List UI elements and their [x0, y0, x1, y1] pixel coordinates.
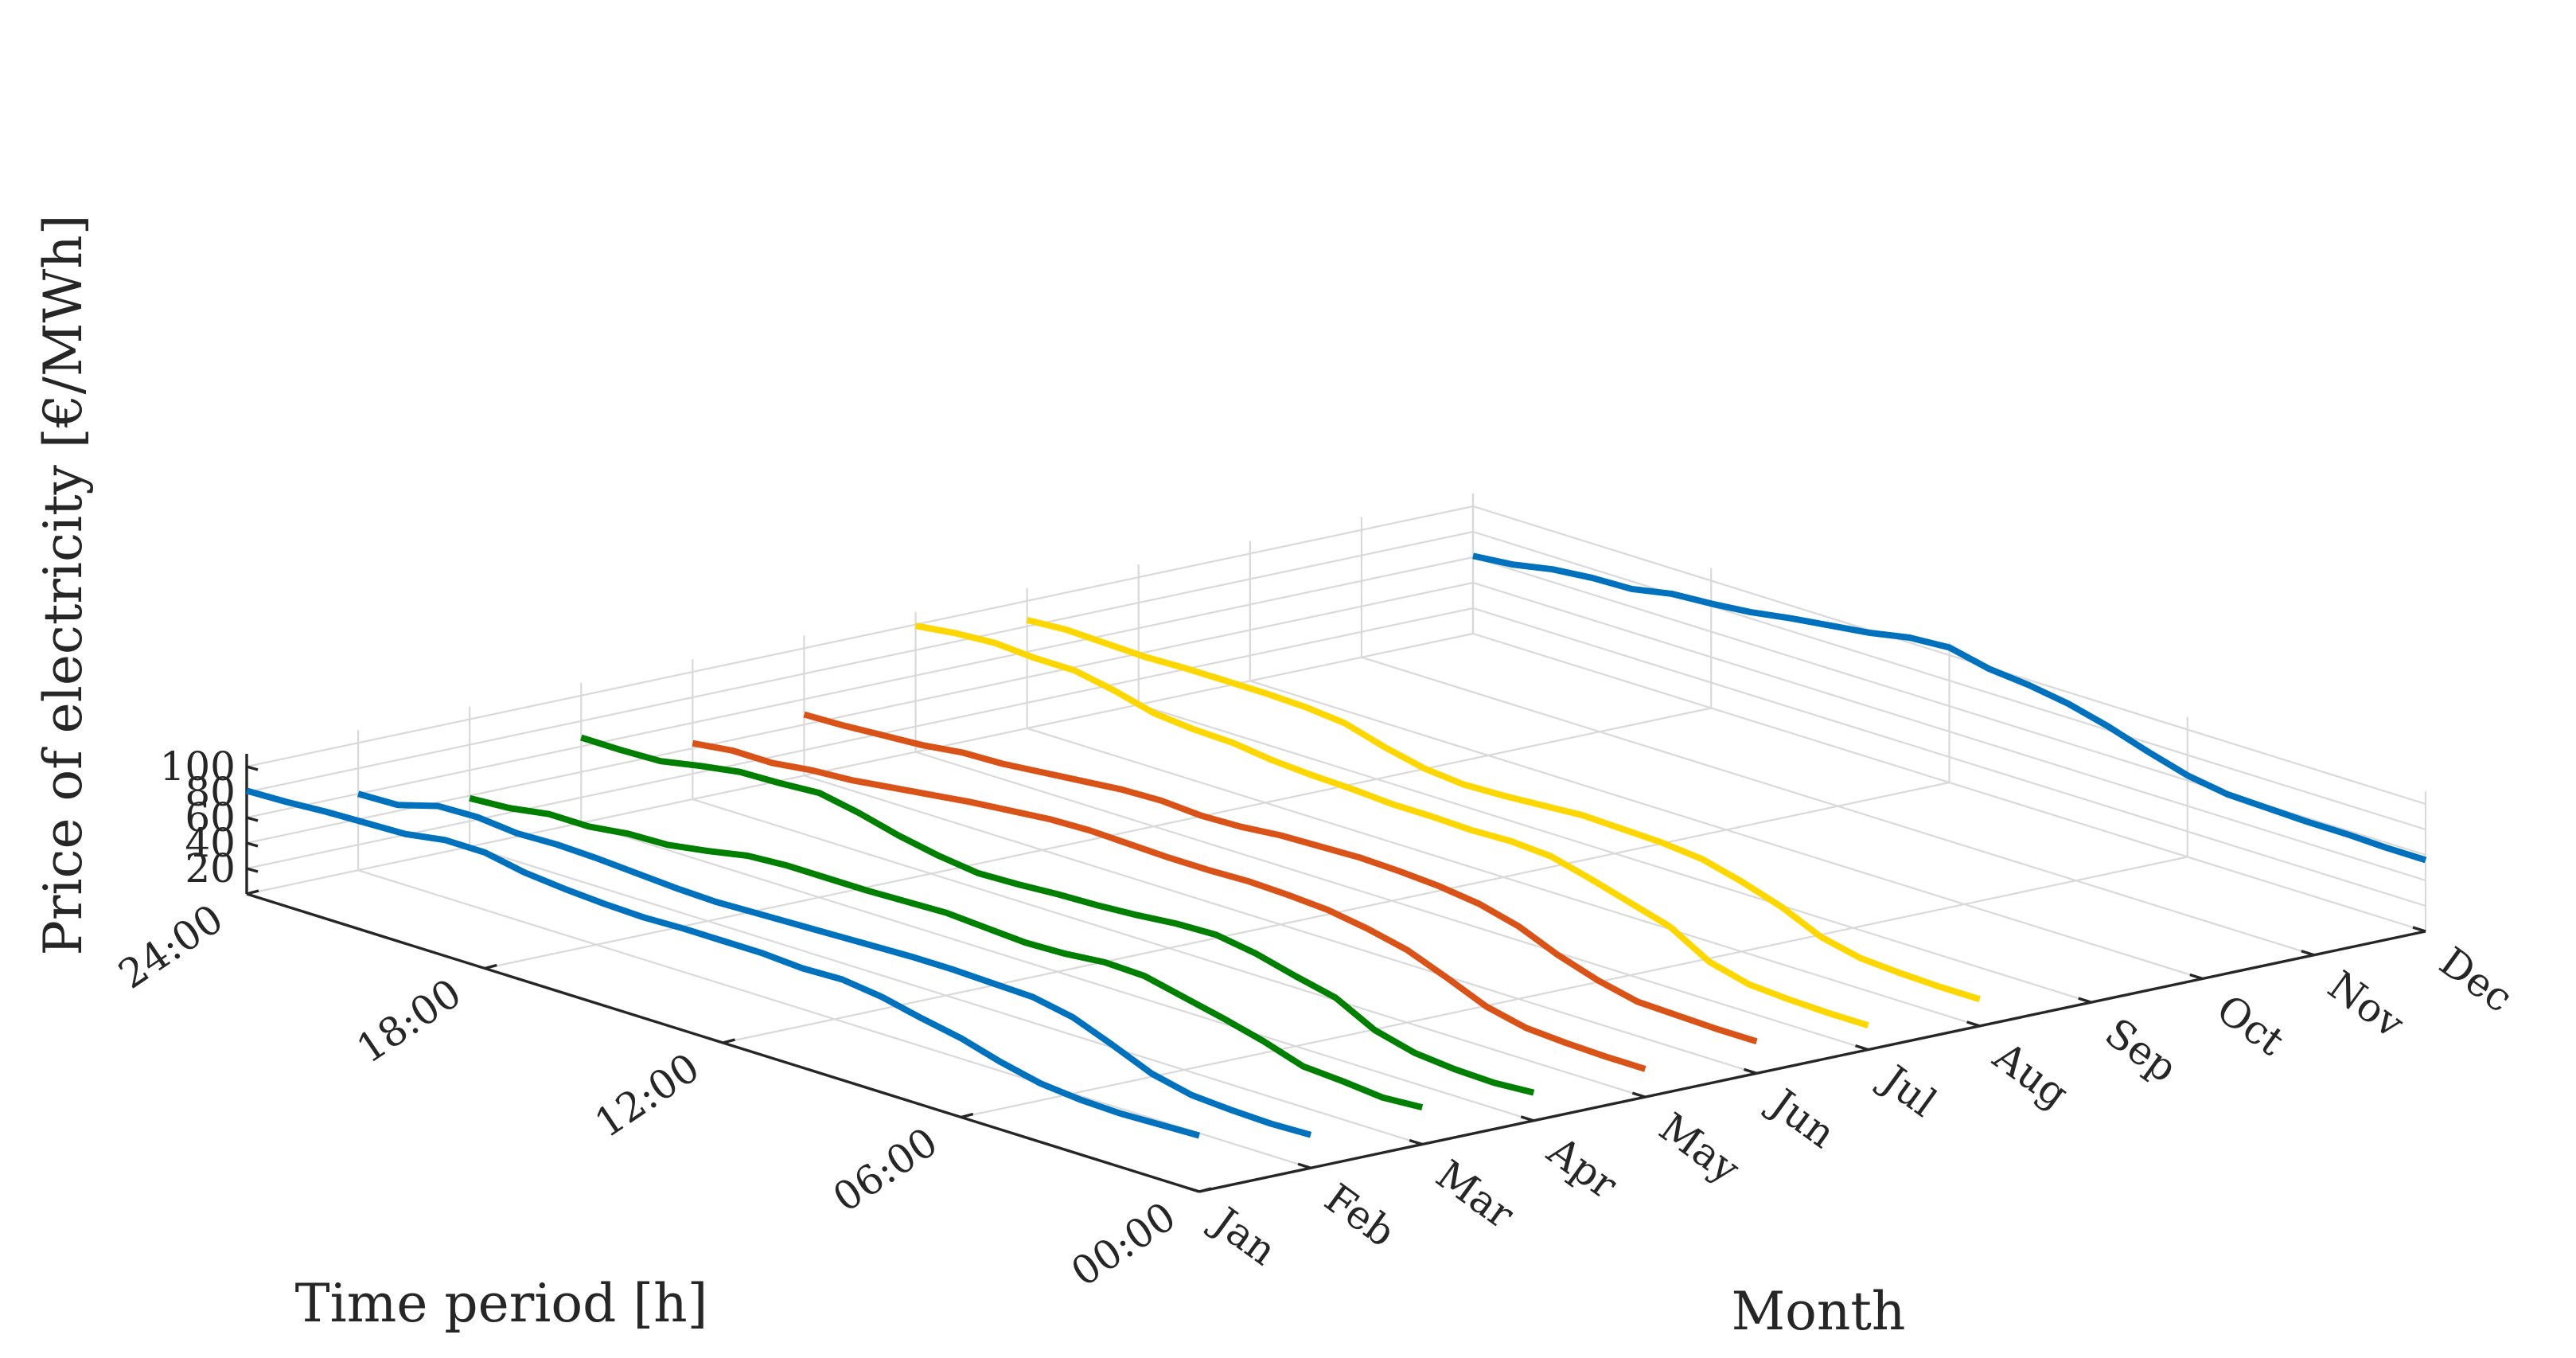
month-tick-label: Sep: [2097, 1009, 2186, 1091]
month-tick-label: Jul: [1870, 1054, 1944, 1126]
floor-grid-month: [1361, 656, 2315, 956]
month-tick: [2189, 973, 2204, 981]
z-tick-label: 40: [185, 820, 236, 866]
time-tick-label: 00:00: [1063, 1193, 1184, 1296]
floor-grid-month: [1472, 632, 2426, 933]
month-tick: [2412, 926, 2426, 933]
wall-grid-z: [246, 556, 2426, 857]
floor-grid-month: [1027, 727, 1980, 1027]
month-tick-label: Feb: [1316, 1175, 1404, 1256]
z-axis-label: Price of electricity [€/MWh]: [33, 214, 94, 955]
z-tick: [246, 841, 259, 848]
time-tick-label: 06:00: [825, 1118, 946, 1221]
floor-grid-month: [915, 751, 1869, 1051]
series-line-dec: [1472, 552, 2427, 864]
month-tick-label: Nov: [2320, 962, 2413, 1048]
month-tick: [2078, 997, 2092, 1004]
series-line-feb: [357, 790, 1312, 1138]
time-tick: [246, 889, 259, 896]
month-tick: [1631, 1091, 1646, 1098]
z-tick-label: 60: [185, 794, 236, 841]
z-tick-label: 100: [160, 743, 236, 790]
series-line-apr: [580, 734, 1535, 1096]
month-tick-label: May: [1650, 1104, 1748, 1193]
month-tick-label: Jun: [1759, 1078, 1843, 1157]
month-tick-label: Apr: [1538, 1127, 1625, 1208]
floor-grid-month: [692, 798, 1646, 1098]
z-tick: [246, 867, 259, 873]
month-tick: [1186, 1186, 1200, 1193]
series-line-jul: [914, 622, 1869, 1029]
month-tick: [1409, 1138, 1423, 1146]
floor-grid-month: [1138, 704, 2092, 1004]
series-line-jun: [803, 711, 1758, 1045]
wall-grid-z: [246, 505, 2426, 806]
month-tick: [1520, 1115, 1534, 1122]
floor-grid-month: [804, 775, 1757, 1075]
time-tick: [723, 1038, 735, 1044]
month-tick: [1297, 1162, 1311, 1169]
time-axis-label: Time period [h]: [295, 1273, 708, 1334]
month-tick-label: Mar: [1428, 1151, 1522, 1238]
series-line-aug: [1026, 617, 1981, 1003]
z-tick: [246, 765, 259, 771]
month-tick: [2301, 950, 2315, 957]
time-tick-label: 18:00: [349, 970, 470, 1072]
time-tick: [484, 963, 497, 970]
month-axis-line: [1198, 930, 2426, 1193]
floor-grid-time: [246, 632, 1474, 896]
series-line-mar: [469, 794, 1424, 1111]
floor-grid-month: [357, 869, 1311, 1169]
series-line-may: [692, 739, 1647, 1072]
z-tick: [246, 816, 259, 822]
month-tick: [1855, 1044, 1869, 1052]
month-tick: [1743, 1067, 1757, 1075]
z-tick-label: 20: [185, 845, 236, 892]
axes: [245, 754, 2426, 1193]
time-tick: [1198, 1187, 1212, 1193]
floor-grid-month: [1249, 680, 2204, 980]
month-tick-label: Jan: [1202, 1196, 1285, 1274]
month-tick-label: Aug: [1985, 1032, 2077, 1117]
floor-grid-time: [485, 707, 1712, 970]
time-tick-label: 12:00: [587, 1044, 707, 1147]
month-axis-label: Month: [1732, 1281, 1906, 1342]
grid: [245, 494, 2427, 1193]
month-tick-label: Oct: [2208, 985, 2293, 1064]
series-lines: [245, 552, 2427, 1139]
floor-grid-time: [961, 856, 2188, 1118]
time-tick: [961, 1112, 974, 1119]
wall-grid-z: [246, 607, 2426, 907]
time-tick-label: 24:00: [111, 896, 232, 998]
month-tick: [1966, 1020, 1981, 1028]
month-tick-label: Dec: [2431, 939, 2521, 1021]
wall-grid-z: [246, 581, 2426, 882]
floor-grid-month: [580, 821, 1534, 1122]
z-tick-label: 80: [185, 769, 236, 815]
series-line-jan: [245, 787, 1201, 1139]
floor-grid-month: [469, 845, 1423, 1145]
